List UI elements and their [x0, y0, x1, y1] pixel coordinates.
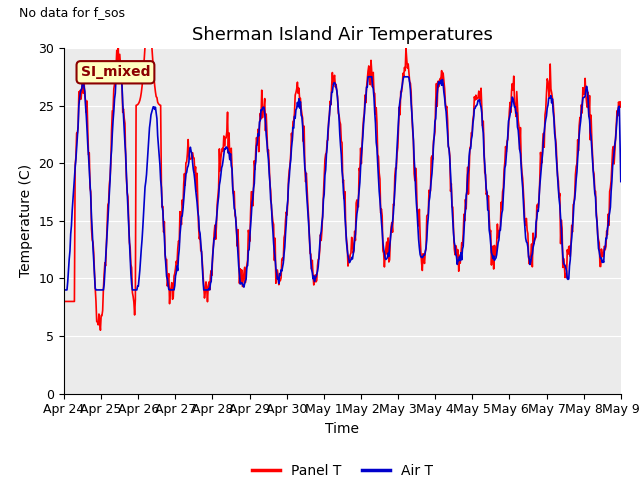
X-axis label: Time: Time [325, 422, 360, 436]
Air T [112, 74, 120, 80]
Title: Sherman Island Air Temperatures: Sherman Island Air Temperatures [192, 25, 493, 44]
Air T [387, 237, 394, 242]
Air T [310, 273, 317, 279]
Line: Air T: Air T [64, 77, 621, 290]
Line: Panel T: Panel T [64, 14, 621, 330]
Air T [502, 162, 509, 168]
Text: No data for f_sos: No data for f_sos [19, 7, 125, 20]
Air T [245, 247, 253, 252]
Air T [617, 179, 625, 184]
Panel T [416, 232, 424, 238]
Air T [415, 245, 423, 251]
Panel T [617, 104, 625, 110]
Air T [167, 287, 175, 293]
Panel T [387, 224, 395, 230]
Panel T [97, 327, 104, 333]
Air T [60, 287, 68, 293]
Y-axis label: Temperature (C): Temperature (C) [19, 164, 33, 277]
Panel T [168, 280, 175, 286]
Legend: Panel T, Air T: Panel T, Air T [246, 458, 438, 480]
Panel T [246, 239, 253, 244]
Panel T [145, 11, 152, 17]
Text: SI_mixed: SI_mixed [81, 65, 150, 79]
Panel T [310, 279, 318, 285]
Panel T [60, 299, 68, 304]
Panel T [502, 149, 510, 155]
